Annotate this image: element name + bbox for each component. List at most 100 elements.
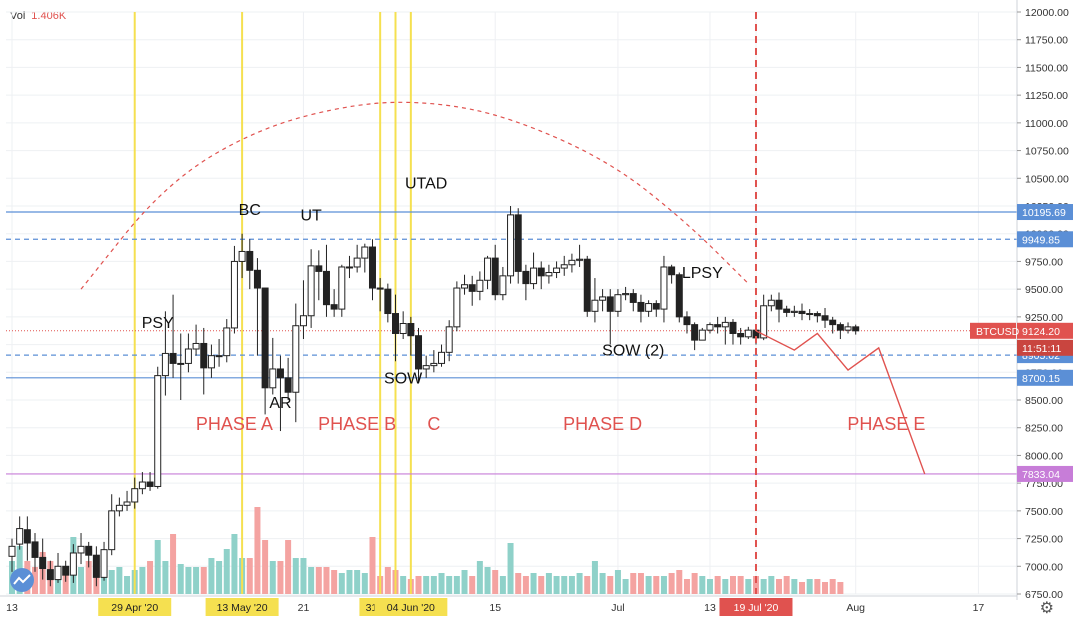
candle-body: [568, 259, 576, 266]
candle-body: [384, 288, 392, 315]
price-axis-label: 11000.00: [1025, 118, 1068, 130]
annotation-label: BC: [239, 202, 261, 219]
volume-bar: [269, 561, 276, 594]
volume-bar: [799, 582, 806, 594]
candle-body: [230, 260, 238, 329]
candle-body: [790, 310, 798, 313]
annotation-label: C: [427, 414, 440, 434]
volume-bar: [645, 576, 652, 594]
candle-body: [246, 250, 254, 271]
candle-body: [77, 545, 85, 554]
volume-bar: [154, 540, 161, 594]
time-axis-highlight: [205, 598, 279, 616]
candle-body: [775, 299, 783, 310]
price-axis-label: 10750.00: [1025, 146, 1069, 158]
candle-body: [507, 214, 515, 277]
candle-body: [844, 326, 852, 331]
candle-body: [85, 545, 93, 556]
annotation-label: PHASE D: [563, 414, 642, 434]
candle-body: [8, 545, 16, 557]
candle-body: [315, 265, 323, 272]
annotation-label: PSY: [142, 315, 174, 332]
volume-bar: [300, 558, 307, 594]
volume-bar: [714, 576, 721, 594]
gear-icon[interactable]: ⚙: [1039, 600, 1054, 617]
candle-body: [307, 265, 315, 317]
candle-body: [821, 315, 829, 321]
countdown-tag: [1017, 339, 1073, 356]
volume-bar: [208, 558, 215, 594]
volume-bar: [323, 567, 330, 594]
volume-bar: [254, 507, 261, 594]
volume-bar: [430, 576, 437, 594]
volume-bar: [338, 573, 345, 594]
candle-body: [645, 303, 653, 312]
current-price-tag: [1017, 322, 1073, 339]
candle-body: [154, 375, 162, 487]
volume-bar: [745, 579, 752, 594]
candle-body: [706, 324, 714, 331]
volume-bar: [476, 561, 483, 594]
candle-body: [62, 565, 70, 576]
price-axis-label: 11500.00: [1025, 62, 1068, 74]
candle-body: [108, 510, 116, 551]
time-axis-label: 19 Jul '20: [734, 602, 779, 614]
volume-bar: [469, 576, 476, 594]
volume-bar: [660, 576, 667, 594]
volume-bar: [545, 573, 552, 594]
time-axis-label: Jul: [611, 602, 624, 614]
volume-bar: [676, 570, 683, 594]
candle-body: [31, 541, 39, 558]
volume-bar: [354, 570, 361, 594]
volume-bar: [262, 540, 269, 594]
price-axis-label: 8500.00: [1025, 395, 1063, 407]
candle-body: [491, 257, 499, 296]
candle-body: [368, 246, 376, 289]
volume-bar: [522, 576, 529, 594]
candle-body: [606, 296, 614, 312]
volume-bar: [216, 561, 223, 594]
candle-body: [660, 266, 668, 310]
time-axis-label: 15: [489, 602, 501, 614]
candle-body: [545, 272, 553, 277]
candle-body: [698, 329, 706, 341]
volume-bar: [147, 561, 154, 594]
time-axis-label: 13: [704, 602, 716, 614]
volume-bar: [78, 567, 85, 594]
volume-bar: [162, 561, 169, 594]
candle-body: [292, 325, 300, 393]
candle-body: [499, 275, 507, 296]
candle-body: [622, 293, 630, 296]
candle-body: [829, 319, 837, 326]
time-axis-label: 17: [973, 602, 985, 614]
candle-body: [46, 569, 54, 581]
volume-bar: [760, 579, 767, 594]
volume-bar: [653, 576, 660, 594]
price-axis-label: 9500.00: [1025, 284, 1063, 296]
volume-bar: [231, 534, 238, 594]
annotation-label: PHASE B: [318, 414, 396, 434]
volume-bar: [829, 579, 836, 594]
annotation-label: PHASE A: [196, 414, 273, 434]
price-axis-label: 7000.00: [1025, 561, 1063, 573]
candle-body: [484, 257, 492, 281]
volume-bar: [515, 573, 522, 594]
candle-body: [399, 323, 407, 334]
volume-bar: [193, 567, 200, 594]
volume-bar: [446, 576, 453, 594]
volume-bar: [699, 576, 706, 594]
level-price-tag-text: 7833.04: [1022, 469, 1060, 481]
volume-bar: [200, 567, 207, 594]
candle-body: [123, 501, 131, 506]
volume-bar: [729, 576, 736, 594]
volume-bar: [124, 576, 131, 594]
volume-bar: [737, 576, 744, 594]
symbol-tag-text: BTCUSD: [976, 326, 1020, 338]
candle-body: [131, 488, 139, 503]
volume-bar: [614, 570, 621, 594]
volume-bar: [177, 564, 184, 594]
candle-body: [599, 296, 607, 301]
candle-body: [445, 326, 453, 353]
level-price-tag-text: 10195.69: [1022, 207, 1066, 219]
